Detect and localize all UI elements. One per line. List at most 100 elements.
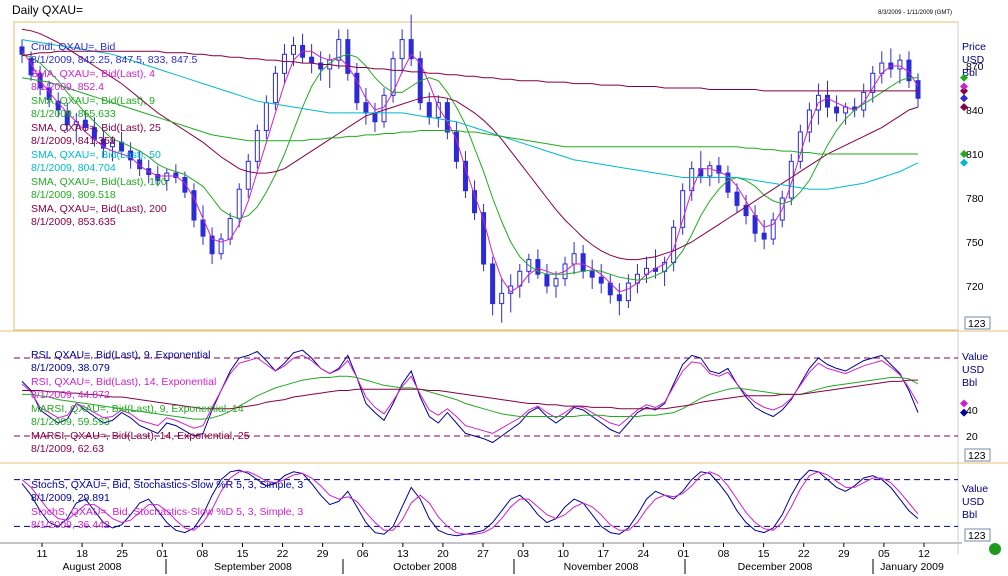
y-axis-label: Bbl — [962, 377, 977, 389]
candle-body — [788, 160, 794, 199]
candle-body — [200, 219, 206, 237]
candle-body — [426, 102, 432, 118]
candle — [888, 48, 894, 78]
candle — [200, 205, 206, 245]
candle — [797, 124, 803, 169]
candle-body — [734, 191, 740, 206]
candle-body — [861, 91, 867, 111]
candle-body — [490, 263, 496, 305]
candle-body — [318, 62, 324, 70]
x-tick-label: 08 — [197, 548, 209, 560]
candle — [408, 14, 414, 66]
x-tick-label: 03 — [517, 548, 529, 560]
candle — [743, 195, 749, 225]
legend-entry: SMA, QXAU=, Bid(Last), 50 — [31, 149, 161, 161]
month-label: October 2008 — [393, 561, 457, 573]
candle-body — [100, 138, 106, 149]
legend-value: 8/1/2009, 62.63 — [31, 443, 104, 455]
candle — [598, 264, 604, 294]
candle — [625, 274, 631, 308]
candle-body — [209, 235, 215, 255]
candle — [680, 183, 686, 235]
candle-body — [770, 219, 776, 240]
legend-entry: MARSI, QXAU=, Bid(Last), 9, Exponential,… — [31, 403, 244, 415]
last-value-marker — [960, 150, 968, 158]
candle — [752, 205, 758, 242]
x-tick-label: 29 — [317, 548, 329, 560]
candle — [544, 264, 550, 294]
candle — [46, 80, 52, 108]
candle — [616, 283, 622, 316]
legend-entry: SMA, QXAU=, Bid(Last), 100 — [31, 176, 167, 188]
x-tick-label: 25 — [116, 548, 128, 560]
candle — [209, 227, 215, 264]
month-label: January 2009 — [880, 561, 944, 573]
candle-body — [580, 253, 586, 272]
x-tick-label: 10 — [557, 548, 569, 560]
candle — [915, 73, 921, 108]
x-tick-label: 17 — [597, 548, 609, 560]
svg-text:123: 123 — [968, 450, 986, 462]
candle-body — [680, 190, 686, 228]
series-2-line — [22, 375, 919, 420]
candle — [444, 98, 450, 140]
candle — [263, 95, 269, 140]
legend-value: 8/1/2009, 865.633 — [31, 108, 116, 120]
candle-body — [915, 80, 921, 99]
stochastics-panel: StochS, QXAU=, Bid, Stochastics-Slow %R … — [14, 469, 991, 542]
y-axis-label: USD — [962, 364, 985, 376]
candle — [716, 156, 722, 184]
month-label: August 2008 — [63, 561, 122, 573]
month-label: November 2008 — [564, 561, 639, 573]
x-tick-label: 22 — [798, 548, 810, 560]
x-tick-label: 12 — [918, 548, 930, 560]
candle — [399, 29, 405, 74]
candle — [363, 88, 369, 125]
sma9-line — [21, 53, 918, 281]
candle — [309, 44, 315, 74]
legend-entry: SMA, QXAU=, Bid(Last), 9 — [31, 95, 155, 107]
candle — [227, 212, 233, 245]
x-tick-label: 11 — [37, 548, 48, 560]
svg-text:123: 123 — [968, 530, 986, 542]
scale-button: 123 — [964, 528, 991, 542]
legend-entry: StochS, QXAU=, Bid, Stochastics-Slow %D … — [31, 506, 303, 518]
series-0-line — [21, 349, 919, 444]
candle — [281, 44, 287, 84]
candle — [906, 51, 912, 88]
candle — [499, 278, 505, 323]
candle — [345, 29, 351, 81]
candle-body — [870, 72, 876, 93]
y-tick-label: 780 — [966, 193, 984, 205]
candle — [535, 249, 541, 279]
candle — [734, 183, 740, 213]
candle-body — [616, 294, 622, 302]
candle — [164, 168, 170, 191]
candle-body — [236, 188, 242, 220]
y-tick-label: 810 — [966, 149, 984, 161]
series-3-line — [22, 379, 918, 410]
candle — [381, 88, 387, 128]
candle-body — [824, 94, 830, 108]
candle-body — [444, 102, 450, 133]
candle-body — [381, 94, 387, 123]
series-1-line — [21, 471, 919, 535]
candle — [481, 203, 487, 272]
legend-entry: StochS, QXAU=, Bid, Stochastics-Slow %R … — [31, 479, 303, 491]
candle-body — [390, 58, 396, 96]
candle-body — [897, 59, 903, 70]
x-tick-label: 24 — [638, 548, 650, 560]
candle — [100, 130, 106, 157]
legend-value: 8/1/2009, 842.25, 847.5, 833, 847.5 — [31, 54, 198, 66]
legend-entry: RSI, QXAU=, Bid(Last), 9, Exponential — [31, 349, 210, 361]
candle-body — [761, 232, 767, 240]
y-axis-label: Price — [962, 41, 986, 53]
status-indicator-icon — [989, 543, 1001, 555]
candle-body — [752, 215, 758, 234]
x-tick-label: 08 — [718, 548, 730, 560]
y-tick-label: 40 — [966, 405, 978, 417]
legend-value: 8/1/2009, 853.635 — [31, 216, 116, 228]
candle — [553, 271, 559, 298]
